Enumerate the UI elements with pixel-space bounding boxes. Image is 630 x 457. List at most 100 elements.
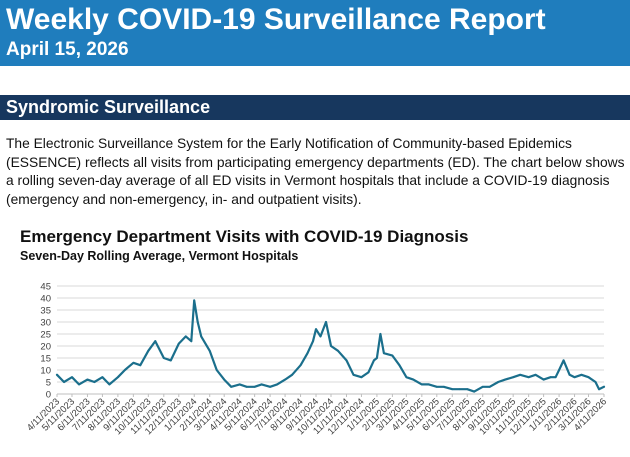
data-point <box>412 378 415 381</box>
y-tick-label: 10 <box>40 366 51 377</box>
data-point <box>345 359 348 362</box>
data-point <box>379 333 382 335</box>
data-point <box>312 340 314 343</box>
data-point <box>315 328 317 331</box>
data-point <box>108 383 111 386</box>
data-point <box>481 385 484 388</box>
data-point <box>558 369 560 371</box>
chart-title: Emergency Department Visits with COVID-1… <box>20 227 469 246</box>
ed-visits-line-chart: 0510152025303540454/11/20235/11/20236/11… <box>25 282 609 438</box>
data-point <box>93 381 96 383</box>
data-point <box>527 376 530 379</box>
data-point <box>177 342 180 345</box>
data-point <box>162 357 165 359</box>
data-point <box>215 369 218 371</box>
y-tick-label: 20 <box>40 342 51 353</box>
data-point <box>519 373 522 376</box>
data-point <box>196 321 199 323</box>
data-point <box>284 378 286 381</box>
data-point <box>169 359 172 362</box>
data-point <box>337 349 339 352</box>
data-point <box>587 376 590 379</box>
data-point <box>580 373 583 376</box>
data-point <box>405 376 408 379</box>
data-point <box>63 381 65 383</box>
data-point <box>223 378 226 381</box>
data-point <box>86 378 89 381</box>
section-title: Syndromic Surveillance <box>6 97 211 117</box>
data-point <box>230 385 233 388</box>
data-point <box>193 299 196 302</box>
y-tick-label: 15 <box>40 354 51 365</box>
data-point <box>139 364 142 367</box>
data-point <box>269 385 271 388</box>
data-point <box>473 390 476 393</box>
report-header <box>0 0 630 66</box>
data-point <box>78 383 80 386</box>
y-tick-label: 30 <box>40 318 51 329</box>
series-line <box>55 299 606 393</box>
data-point <box>276 383 278 386</box>
data-point <box>466 388 469 391</box>
data-point <box>253 385 256 388</box>
data-point <box>260 383 263 386</box>
data-point <box>458 388 461 391</box>
data-point <box>383 352 385 355</box>
y-tick-label: 35 <box>40 306 51 317</box>
data-point <box>391 354 394 357</box>
data-point <box>398 364 401 367</box>
report-date: April 15, 2026 <box>6 39 129 60</box>
data-point <box>101 376 104 379</box>
data-point <box>594 381 597 383</box>
data-point <box>291 373 293 376</box>
data-point <box>488 385 491 388</box>
section-paragraph: The Electronic Surveillance System for t… <box>6 136 625 207</box>
data-point <box>512 376 515 379</box>
data-point <box>200 335 203 338</box>
section-header <box>0 95 630 120</box>
data-point <box>319 335 322 338</box>
data-point <box>190 340 193 343</box>
data-point <box>352 373 355 376</box>
data-point <box>117 376 119 379</box>
data-point <box>373 359 375 362</box>
data-point <box>56 373 58 376</box>
data-point <box>427 383 430 386</box>
y-tick-label: 40 <box>40 294 51 305</box>
data-point <box>330 345 332 347</box>
data-point <box>451 388 454 391</box>
y-tick-label: 25 <box>40 330 51 341</box>
data-point <box>542 378 545 381</box>
data-point <box>208 349 211 352</box>
data-point <box>147 349 150 352</box>
data-point <box>238 383 241 386</box>
report-title: Weekly COVID-19 Surveillance Report <box>6 3 546 36</box>
data-point <box>325 321 327 323</box>
data-point <box>124 369 126 371</box>
data-point <box>245 385 248 388</box>
data-point <box>568 373 571 376</box>
data-point <box>360 376 363 379</box>
data-point <box>598 388 600 391</box>
data-point <box>554 376 557 379</box>
data-point <box>132 361 135 364</box>
data-point <box>562 359 565 362</box>
data-point <box>442 385 445 388</box>
data-point <box>420 383 423 386</box>
data-point <box>306 352 309 355</box>
data-point <box>497 381 500 383</box>
y-tick-label: 0 <box>46 390 51 401</box>
data-point <box>184 335 187 338</box>
y-tick-label: 45 <box>40 282 51 293</box>
y-tick-label: 5 <box>46 378 51 389</box>
data-point <box>534 373 537 376</box>
data-point <box>435 385 438 388</box>
data-point <box>367 371 370 374</box>
data-point <box>154 340 157 343</box>
data-point <box>603 385 605 388</box>
data-point <box>504 378 507 381</box>
data-point <box>376 357 378 359</box>
data-point <box>573 376 576 379</box>
data-point <box>299 364 302 367</box>
data-point <box>549 376 552 379</box>
